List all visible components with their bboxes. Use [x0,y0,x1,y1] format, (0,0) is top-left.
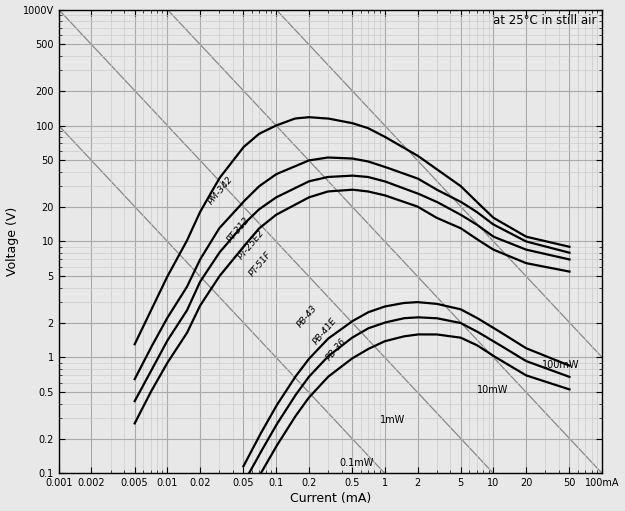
Text: PT-25E2: PT-25E2 [236,227,266,261]
Text: 100mW: 100mW [542,360,579,370]
Y-axis label: Voltage (V): Voltage (V) [6,207,19,276]
Text: at 25°C in still air: at 25°C in still air [493,14,597,27]
Text: PB-41E: PB-41E [311,316,339,346]
Text: 0.1mW: 0.1mW [339,458,374,468]
Text: PB-43: PB-43 [295,304,319,329]
Text: PM-342: PM-342 [207,175,235,206]
Text: PT-312: PT-312 [225,215,251,244]
Text: 10mW: 10mW [477,385,508,395]
X-axis label: Current (mA): Current (mA) [290,493,371,505]
Text: 1mW: 1mW [380,415,405,425]
Text: PB-36: PB-36 [325,337,348,363]
Text: PT-51F: PT-51F [248,250,274,278]
